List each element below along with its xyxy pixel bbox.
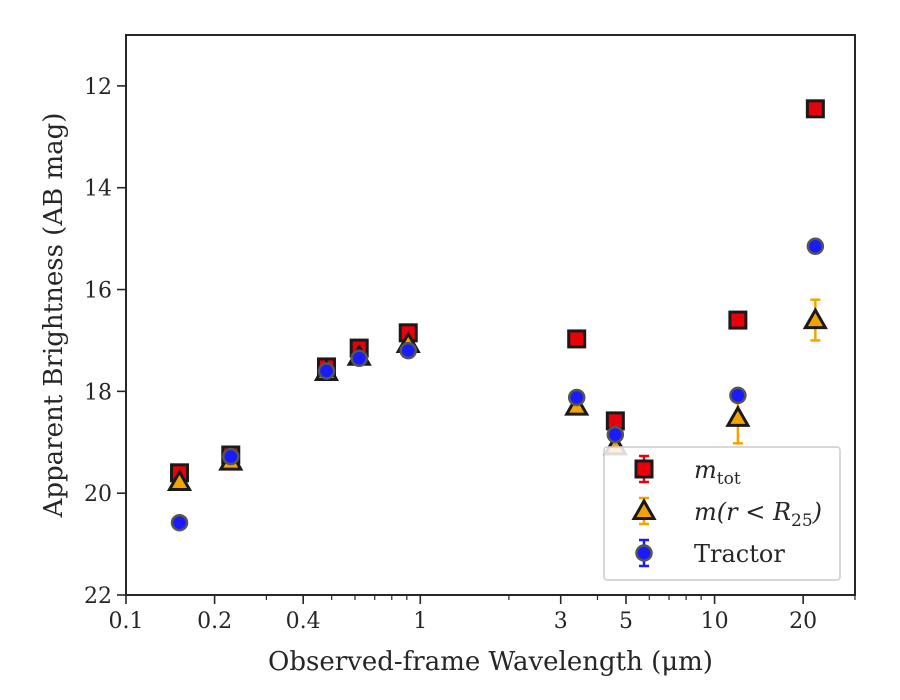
x-tick-label: 20 [789,609,817,634]
legend-item: m(r < R25) [631,496,822,531]
y-tick-label: 14 [84,177,112,202]
legend-label: mtot [694,456,741,489]
x-tick-label: 0.4 [286,609,321,634]
x-tick-label: 1 [413,609,427,634]
y-tick-label: 22 [84,584,112,609]
data-point-triangle [725,404,751,427]
data-point-circle [729,386,747,405]
plot-frame [125,34,856,596]
data-point-circle [350,349,368,368]
legend: mtot m(r < R25) Tractor [603,446,841,581]
y-tick-label: 12 [84,75,112,100]
series-square [170,99,825,483]
data-point-square [567,329,587,349]
x-axis-label: Observed-frame Wavelength (μm) [268,647,713,677]
y-tick-label: 16 [84,279,112,304]
data-markers [166,99,828,532]
y-axis-label: Apparent Brightness (AB mag) [39,113,69,519]
data-point-triangle [166,468,193,491]
x-tick-label: 5 [619,609,633,634]
x-tick-label: 0.1 [109,609,144,634]
data-point-circle [170,513,189,532]
data-point-square [728,310,748,330]
data-point-circle [567,388,586,407]
legend-marker-triangle [631,497,657,520]
legend-box [603,446,841,581]
data-point-circle [317,362,336,380]
data-point-circle [222,447,240,466]
data-point-square [805,99,825,119]
data-point-circle [606,425,625,444]
data-point-circle [399,341,417,360]
legend-marker-square [634,459,654,479]
legend-item: Tractor [635,538,785,568]
legend-label: m(r < R25) [694,498,822,531]
y-tick-label: 18 [84,380,112,405]
legend-marker-circle [635,544,653,562]
legend-label: Tractor [694,540,785,568]
x-tick-label: 3 [554,609,568,634]
data-point-triangle [802,307,828,330]
series-circle [170,237,825,532]
axis-ticks: 0.1 0.2 0.4 1 3 5 10 20 12 14 16 18 20 22 [84,75,856,634]
y-tick-label: 20 [84,482,112,507]
data-point-circle [806,237,825,256]
x-tick-label: 0.2 [197,609,232,634]
legend-item: mtot [634,454,741,489]
x-tick-label: 10 [701,609,729,634]
